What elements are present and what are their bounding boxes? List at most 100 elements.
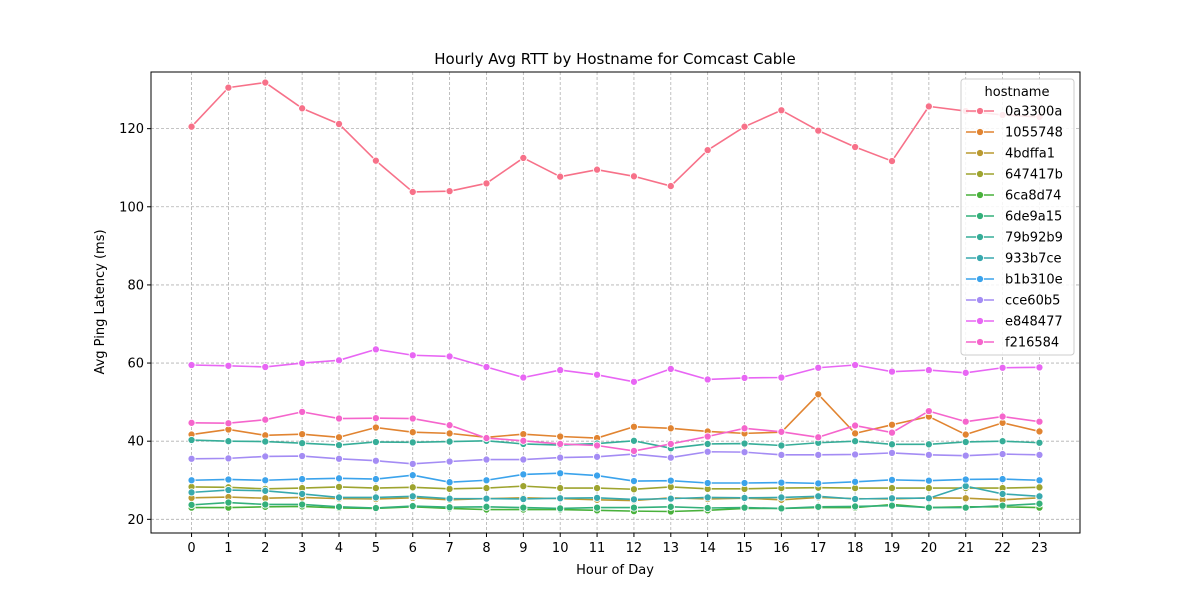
data-point (482, 502, 491, 511)
data-point (445, 352, 454, 361)
data-point (371, 414, 380, 423)
data-point (814, 479, 823, 488)
legend-label: f216584 (1005, 336, 1059, 351)
data-point (482, 476, 491, 485)
data-point (740, 503, 749, 512)
series-line (191, 439, 1040, 450)
legend: hostname 0a3300a 1055748 4bdffa1 647417b 6ca… (960, 78, 1075, 356)
data-point (777, 504, 786, 513)
data-point (1035, 438, 1044, 447)
data-point (629, 377, 638, 386)
data-point (298, 104, 307, 113)
y-tick-label: 40 (127, 435, 144, 450)
data-point (998, 501, 1007, 510)
data-point (261, 78, 270, 87)
data-point (666, 439, 675, 448)
data-point (887, 157, 897, 166)
data-point (556, 484, 565, 493)
series-0a3300a (187, 78, 1044, 196)
data-point (961, 451, 970, 460)
data-point (371, 475, 380, 484)
series-line (191, 393, 1040, 439)
data-point (261, 437, 270, 446)
legend-marker (975, 274, 985, 284)
x-tick-label: 10 (552, 541, 569, 556)
x-tick-label: 22 (994, 541, 1011, 556)
data-point (924, 503, 933, 512)
data-point (445, 437, 454, 446)
x-tick-label: 13 (663, 541, 680, 556)
legend-label: 933b7ce (1005, 252, 1061, 267)
data-point (261, 362, 270, 372)
legend-title: hostname (985, 85, 1050, 100)
data-point (224, 419, 233, 428)
data-point (851, 502, 860, 511)
data-point (408, 428, 417, 437)
data-point (666, 424, 675, 433)
data-point (814, 502, 823, 511)
legend-marker (975, 148, 985, 158)
data-point (924, 366, 933, 375)
data-point (371, 493, 380, 502)
data-point (998, 450, 1007, 459)
data-point (851, 360, 860, 370)
data-point (224, 83, 233, 92)
x-tick-label: 0 (187, 541, 195, 556)
y-tick-label: 100 (119, 200, 144, 215)
data-point (224, 498, 233, 507)
series-line (191, 472, 1040, 485)
data-point (334, 356, 344, 365)
data-point (961, 494, 970, 503)
data-point (187, 360, 196, 370)
legend-marker (975, 337, 985, 347)
data-point (998, 437, 1007, 446)
data-point (703, 493, 712, 502)
data-point (740, 373, 749, 382)
legend-item: 6de9a15 (966, 210, 1062, 225)
data-point (1035, 417, 1044, 426)
data-point (593, 452, 602, 461)
data-point (371, 345, 380, 354)
data-point (519, 503, 528, 512)
x-tick-label: 14 (699, 541, 716, 556)
data-point (924, 476, 933, 485)
data-point (593, 503, 602, 512)
data-point (593, 165, 602, 174)
data-point (224, 437, 233, 446)
data-point (187, 454, 196, 463)
data-point (777, 427, 786, 436)
data-point (629, 446, 638, 456)
data-point (740, 439, 749, 448)
x-tick-label: 7 (445, 541, 453, 556)
data-point (261, 500, 270, 509)
data-point (887, 420, 897, 429)
data-point (298, 500, 307, 509)
data-point (334, 493, 344, 502)
data-point (1035, 363, 1044, 372)
data-point (629, 172, 638, 181)
data-point (666, 453, 675, 462)
y-tick-label: 60 (127, 357, 144, 372)
legend-marker (975, 295, 985, 305)
data-point (445, 421, 454, 430)
data-point (593, 370, 602, 379)
plot-frame (150, 71, 1081, 534)
data-point (298, 407, 307, 416)
y-tick-label: 20 (127, 513, 144, 528)
data-point (519, 153, 528, 162)
data-point (371, 503, 380, 513)
data-point (408, 187, 417, 196)
data-point (556, 172, 565, 181)
data-point (261, 476, 270, 485)
data-point (482, 494, 491, 503)
series-e848477 (187, 345, 1044, 386)
data-point (851, 421, 860, 430)
y-tick-label: 80 (127, 278, 144, 293)
data-point (298, 451, 307, 461)
data-point (703, 439, 712, 448)
data-point (298, 359, 307, 368)
data-point (371, 156, 380, 165)
data-point (445, 457, 454, 466)
data-point (261, 486, 270, 495)
grid (151, 72, 1080, 533)
